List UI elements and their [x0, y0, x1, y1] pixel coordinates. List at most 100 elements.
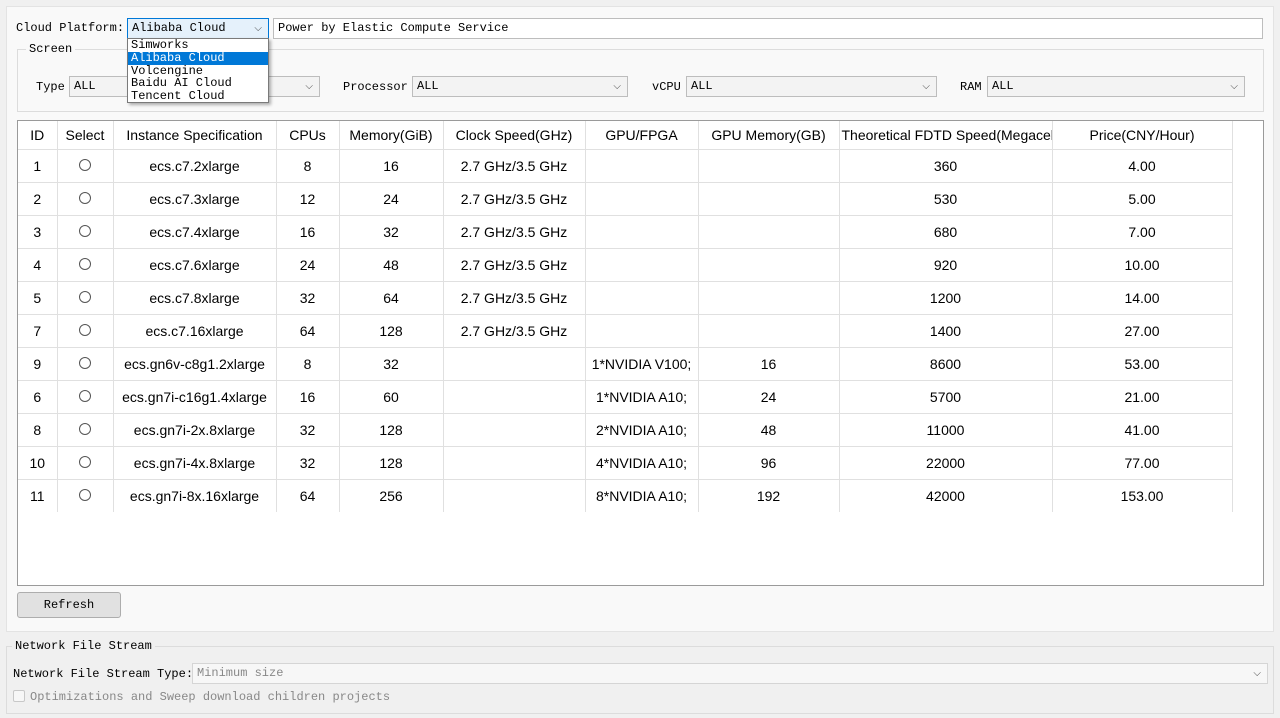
- select-radio[interactable]: [79, 488, 91, 501]
- network-type-select[interactable]: Minimum size ⌵: [192, 663, 1268, 684]
- sort-indicator-icon: ˆ: [764, 120, 769, 128]
- table-row[interactable]: 5 ecs.c7.8xlarge 32 64 2.7 GHz/3.5 GHz 1200 14…: [18, 280, 1233, 314]
- dropdown-option[interactable]: Volcengine: [131, 63, 204, 78]
- cloud-platform-select[interactable]: Alibaba Cloud ⌵: [127, 18, 269, 39]
- column-header[interactable]: CPUs: [276, 121, 340, 149]
- column-header[interactable]: Theoretical FDTD Speed(Megacells/s): [839, 121, 1053, 149]
- ram-label: RAM: [960, 80, 982, 94]
- table-cell: [585, 313, 699, 347]
- network-type-value: Minimum size: [197, 666, 284, 680]
- table-row[interactable]: 11 ecs.gn7i-8x.16xlarge 64 256 8*NVIDIA A10;…: [18, 478, 1233, 512]
- table-cell: ecs.c7.16xlarge: [113, 313, 277, 347]
- optimizations-checkbox[interactable]: [13, 690, 25, 702]
- table-row[interactable]: 8 ecs.gn7i-2x.8xlarge 32 128 2*NVIDIA A10; 48…: [18, 412, 1233, 446]
- table-row[interactable]: 3 ecs.c7.4xlarge 16 32 2.7 GHz/3.5 GHz 680 7.0…: [18, 214, 1233, 248]
- select-cell[interactable]: [57, 412, 114, 446]
- table-cell: [585, 148, 699, 182]
- select-radio[interactable]: [79, 257, 91, 270]
- select-cell[interactable]: [57, 214, 114, 248]
- select-cell[interactable]: [57, 346, 114, 380]
- table-row[interactable]: 7 ecs.c7.16xlarge 64 128 2.7 GHz/3.5 GHz 1400…: [18, 313, 1233, 347]
- table-cell: 10: [18, 445, 58, 479]
- table-cell: 7.00: [1052, 214, 1233, 248]
- table-cell: 2.7 GHz/3.5 GHz: [443, 313, 586, 347]
- select-cell[interactable]: [57, 445, 114, 479]
- chevron-down-icon: ⌵: [1230, 81, 1238, 92]
- column-header[interactable]: Memory(GiB): [339, 121, 444, 149]
- table-cell: 48: [339, 247, 444, 281]
- dropdown-option[interactable]: Alibaba Cloud: [128, 51, 268, 65]
- table-cell: ecs.gn7i-c16g1.4xlarge: [113, 379, 277, 413]
- column-header[interactable]: GPU/FPGA: [585, 121, 699, 149]
- table-cell: 32: [276, 280, 340, 314]
- chevron-down-icon: ⌵: [922, 81, 930, 92]
- table-cell: [443, 478, 586, 512]
- select-cell[interactable]: [57, 181, 114, 215]
- column-header[interactable]: ID: [18, 121, 58, 149]
- dropdown-option[interactable]: Baidu AI Cloud: [131, 76, 232, 91]
- type-value: ALL: [74, 79, 96, 93]
- processor-select[interactable]: ALL ⌵: [412, 76, 628, 97]
- table-row[interactable]: 10 ecs.gn7i-4x.8xlarge 32 128 4*NVIDIA A10; 9…: [18, 445, 1233, 479]
- select-radio[interactable]: [79, 323, 91, 336]
- cloud-platform-label: Cloud Platform:: [16, 21, 125, 35]
- select-cell[interactable]: [57, 313, 114, 347]
- ram-select[interactable]: ALL ⌵: [987, 76, 1245, 97]
- table-cell: 8: [18, 412, 58, 446]
- select-radio[interactable]: [79, 158, 91, 171]
- table-cell: 24: [339, 181, 444, 215]
- table-cell: 128: [339, 445, 444, 479]
- dropdown-option[interactable]: Simworks: [131, 38, 189, 52]
- table-row[interactable]: 9 ecs.gn6v-c8g1.2xlarge 8 32 1*NVIDIA V100; 1…: [18, 346, 1233, 380]
- table-cell: 4: [18, 247, 58, 281]
- select-radio[interactable]: [79, 422, 91, 435]
- table-cell: 4.00: [1052, 148, 1233, 182]
- table-cell: ecs.c7.3xlarge: [113, 181, 277, 215]
- table-cell: 60: [339, 379, 444, 413]
- table-cell: [585, 181, 699, 215]
- column-header[interactable]: Select: [57, 121, 114, 149]
- table-cell: 2.7 GHz/3.5 GHz: [443, 214, 586, 248]
- table-cell: ecs.gn7i-4x.8xlarge: [113, 445, 277, 479]
- dropdown-option[interactable]: Tencent Cloud: [131, 89, 225, 104]
- select-radio[interactable]: [79, 389, 91, 402]
- optimizations-label: Optimizations and Sweep download childre…: [30, 690, 391, 704]
- table-cell: 5.00: [1052, 181, 1233, 215]
- column-header[interactable]: GPU Memory(GB): [698, 121, 840, 149]
- table-cell: 21.00: [1052, 379, 1233, 413]
- table-cell: 53.00: [1052, 346, 1233, 380]
- refresh-button[interactable]: Refresh: [17, 592, 121, 618]
- select-radio[interactable]: [79, 455, 91, 468]
- select-radio[interactable]: [79, 224, 91, 237]
- vcpu-select[interactable]: ALL ⌵: [686, 76, 937, 97]
- table-cell: ecs.c7.8xlarge: [113, 280, 277, 314]
- select-cell[interactable]: [57, 379, 114, 413]
- column-header[interactable]: Instance Specification: [113, 121, 277, 149]
- select-radio[interactable]: [79, 356, 91, 369]
- table-row[interactable]: 4 ecs.c7.6xlarge 24 48 2.7 GHz/3.5 GHz 920 10.…: [18, 247, 1233, 281]
- column-header[interactable]: Price(CNY/Hour): [1052, 121, 1233, 149]
- table-row[interactable]: 2 ecs.c7.3xlarge 12 24 2.7 GHz/3.5 GHz 530 5.0…: [18, 181, 1233, 215]
- table-cell: 530: [839, 181, 1053, 215]
- select-cell[interactable]: [57, 247, 114, 281]
- table-cell: 41.00: [1052, 412, 1233, 446]
- select-cell[interactable]: [57, 280, 114, 314]
- type-label: Type: [36, 80, 65, 94]
- table-cell: 64: [276, 313, 340, 347]
- table-cell: 6: [18, 379, 58, 413]
- select-radio[interactable]: [79, 191, 91, 204]
- table-cell: [443, 445, 586, 479]
- select-cell[interactable]: [57, 478, 114, 512]
- table-cell: [443, 346, 586, 380]
- select-cell[interactable]: [57, 148, 114, 182]
- column-header[interactable]: Clock Speed(GHz): [443, 121, 586, 149]
- table-cell: [698, 181, 840, 215]
- chevron-down-icon: ⌵: [613, 81, 621, 92]
- table-cell: ecs.c7.2xlarge: [113, 148, 277, 182]
- table-cell: 2.7 GHz/3.5 GHz: [443, 181, 586, 215]
- table-row[interactable]: 1 ecs.c7.2xlarge 8 16 2.7 GHz/3.5 GHz 360 4.00: [18, 148, 1233, 182]
- table-row[interactable]: 6 ecs.gn7i-c16g1.4xlarge 16 60 1*NVIDIA A10;…: [18, 379, 1233, 413]
- table-cell: ecs.c7.4xlarge: [113, 214, 277, 248]
- table-cell: 64: [339, 280, 444, 314]
- select-radio[interactable]: [79, 290, 91, 303]
